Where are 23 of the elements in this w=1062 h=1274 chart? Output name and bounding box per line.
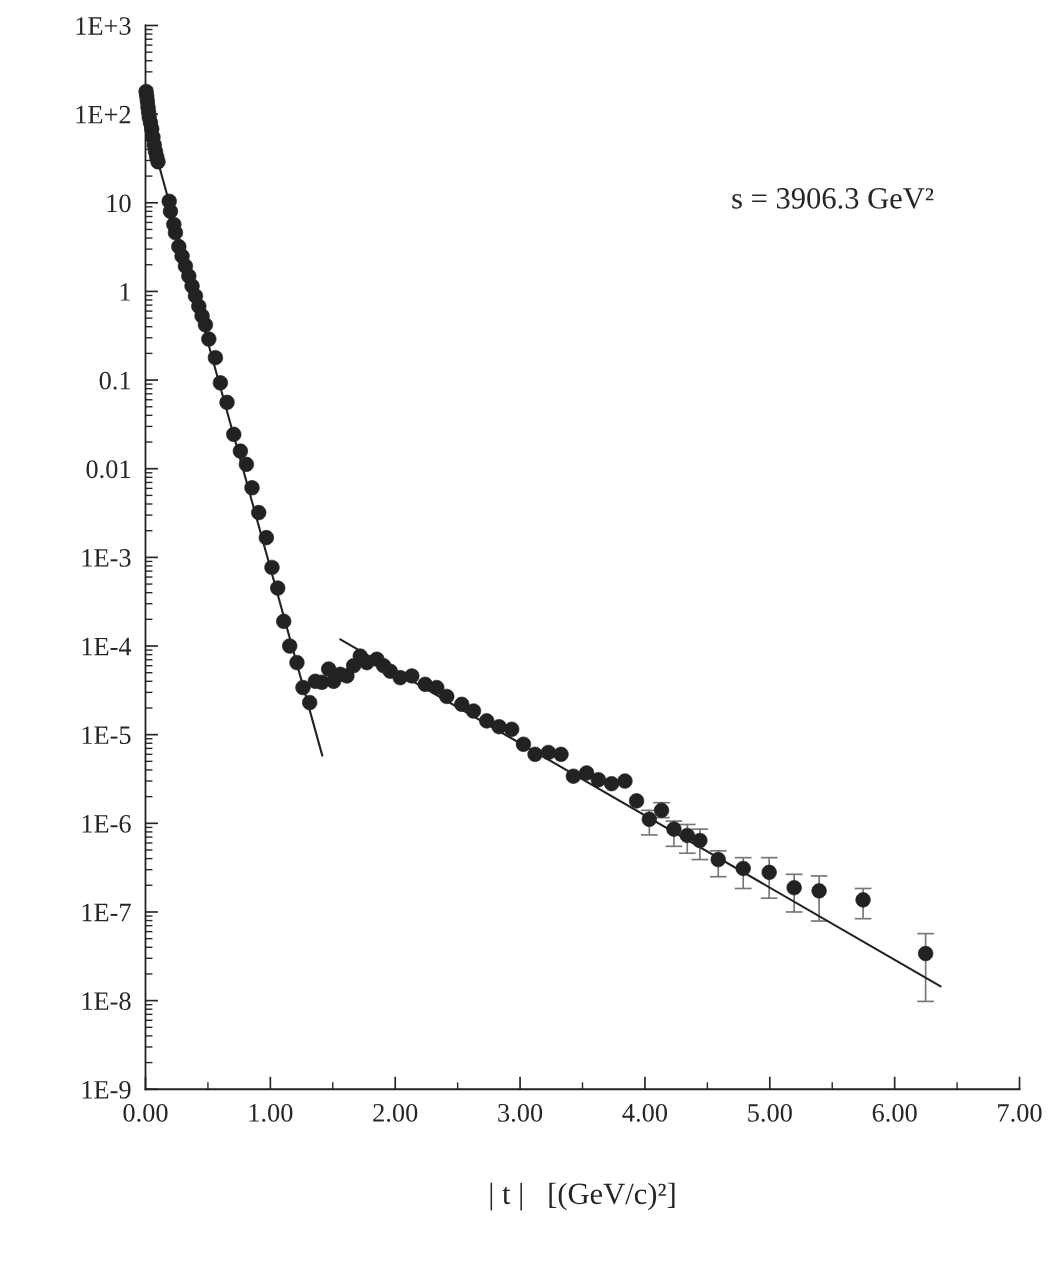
x-tick-label: 1.00 xyxy=(249,1103,293,1122)
y-tick-label: 1E-7 xyxy=(82,903,131,922)
y-tick-label: 1E+3 xyxy=(76,17,131,35)
annotation: s = 3906.3 GeV² xyxy=(732,188,934,209)
x-tick-label: 5.00 xyxy=(748,1103,792,1122)
x-tick-label: 0.00 xyxy=(123,1103,168,1122)
y-tick-label: 1E-9 xyxy=(82,1080,131,1099)
y-tick-label: 10 xyxy=(107,194,131,213)
y-tick-label: 1E-3 xyxy=(82,549,131,567)
x-tick-label: 4.00 xyxy=(622,1103,668,1122)
y-tick-label: 1 xyxy=(120,283,131,301)
y-tick-label: 1E-6 xyxy=(82,815,131,833)
y-tick-label: 1E-4 xyxy=(82,637,132,656)
x-tick-label: 2.00 xyxy=(373,1103,418,1122)
x-tick-label: 7.00 xyxy=(998,1103,1042,1122)
y-tick-label: 0.1 xyxy=(99,371,131,390)
y-tick-label: 1E+2 xyxy=(76,105,131,124)
x-tick-label: 3.00 xyxy=(498,1103,543,1122)
y-tick-label: 1E-5 xyxy=(82,726,131,745)
x-tick-label: 6.00 xyxy=(872,1103,917,1122)
y-tick-label: 1E-8 xyxy=(82,992,131,1011)
x-axis-title: | t | [(GeV/c)²] xyxy=(490,1182,675,1211)
y-tick-label: 0.01 xyxy=(86,460,131,479)
